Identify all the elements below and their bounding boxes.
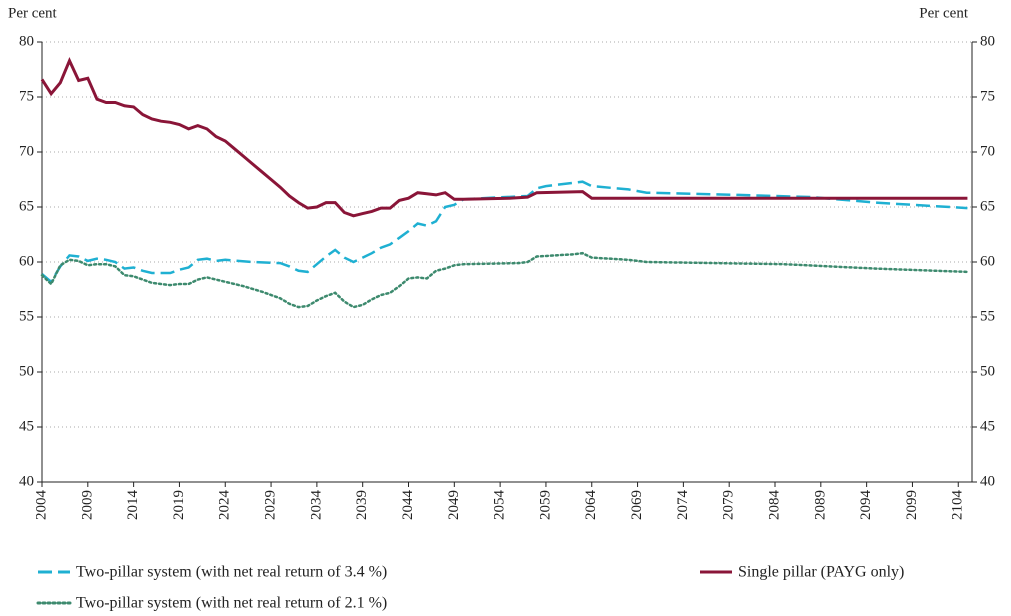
x-tick-label: 2049 — [446, 490, 462, 520]
y-tick-label: 60 — [19, 253, 34, 269]
x-tick-label: 2044 — [400, 490, 416, 521]
y2-tick-label: 60 — [980, 253, 995, 269]
line-series — [40, 251, 969, 309]
x-tick-label: 2019 — [171, 490, 187, 520]
x-tick-label: 2034 — [308, 490, 324, 521]
y-tick-label: 65 — [19, 198, 34, 214]
y2-tick-label: 75 — [980, 88, 995, 104]
y2-tick-label: 55 — [980, 308, 995, 324]
y-axis-label: Per cent — [8, 5, 58, 21]
x-tick-label: 2064 — [583, 490, 599, 521]
y-tick-label: 75 — [19, 88, 34, 104]
y2-tick-label: 50 — [980, 363, 995, 379]
x-tick-label: 2054 — [492, 490, 508, 521]
x-tick-label: 2104 — [950, 490, 966, 521]
line-series — [41, 180, 968, 284]
x-tick-label: 2009 — [79, 490, 95, 520]
y2-tick-label: 45 — [980, 418, 995, 434]
y2-tick-label: 65 — [980, 198, 995, 214]
y2-tick-label: 40 — [980, 473, 995, 489]
y-tick-label: 50 — [19, 363, 34, 379]
x-tick-label: 2089 — [812, 490, 828, 520]
x-tick-label: 2094 — [858, 490, 874, 521]
y2-axis-label: Per cent — [919, 5, 969, 21]
y-tick-label: 80 — [19, 33, 34, 49]
x-tick-label: 2099 — [904, 490, 920, 520]
x-tick-label: 2024 — [217, 490, 233, 521]
y-tick-label: 45 — [19, 418, 34, 434]
legend-label: Two-pillar system (with net real return … — [76, 564, 387, 581]
legend-label: Two-pillar system (with net real return … — [76, 595, 387, 612]
y2-tick-label: 80 — [980, 33, 995, 49]
x-tick-label: 2079 — [721, 490, 737, 520]
y2-tick-label: 70 — [980, 143, 995, 159]
x-tick-label: 2074 — [675, 490, 691, 521]
x-tick-label: 2069 — [629, 490, 645, 520]
line-series — [40, 56, 968, 218]
x-tick-label: 2014 — [125, 490, 141, 521]
legend-label: Single pillar (PAYG only) — [738, 564, 904, 581]
y-tick-label: 40 — [19, 473, 34, 489]
x-tick-label: 2059 — [537, 490, 553, 520]
x-tick-label: 2004 — [33, 490, 49, 521]
x-tick-label: 2029 — [263, 490, 279, 520]
y-tick-label: 70 — [19, 143, 34, 159]
x-tick-label: 2039 — [354, 490, 370, 520]
x-tick-label: 2084 — [766, 490, 782, 521]
y-tick-label: 55 — [19, 308, 34, 324]
